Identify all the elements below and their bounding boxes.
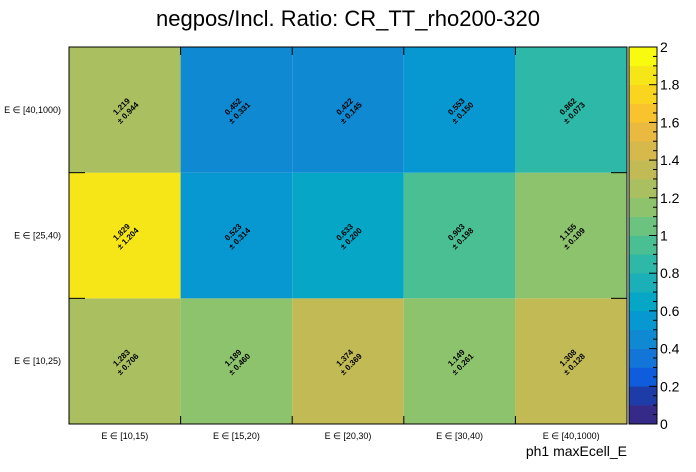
- heatmap-cell: [69, 47, 181, 173]
- heatmap-cell: [69, 172, 181, 299]
- color-scale-swatch: [629, 386, 657, 406]
- heatmap-cell: [403, 47, 516, 173]
- color-scale-tick-label: 2: [660, 39, 668, 55]
- heatmap-cell: [180, 298, 293, 424]
- color-scale-swatch: [629, 141, 657, 161]
- color-scale-tick-label: 0.8: [660, 265, 680, 281]
- color-scale-swatch: [629, 292, 657, 312]
- heatmap-cell: [292, 298, 404, 424]
- y-axis: E ∈ [10,25) E ∈ [25,40) E ∈ [40,1000): [4, 105, 627, 366]
- color-scale-swatch: [629, 348, 657, 368]
- color-scale-tick-label: 0.4: [660, 341, 680, 357]
- color-scale-tick-label: 0: [660, 416, 668, 432]
- color-scale-swatch: [629, 367, 657, 387]
- y-tick-label: E ∈ [10,25): [14, 356, 61, 366]
- color-scale-tick-label: 0.6: [660, 303, 680, 319]
- color-scale-tick-label: 1.4: [660, 152, 680, 168]
- color-scale-tick-label: 0.2: [660, 378, 680, 394]
- y-tick-label: E ∈ [40,1000): [4, 105, 61, 115]
- x-tick-label: E ∈ [10,15): [101, 431, 148, 441]
- heatmap-cell: [403, 298, 516, 424]
- color-scale-swatch: [629, 310, 657, 331]
- color-scale-swatch: [629, 160, 657, 180]
- heatmap-cell: [292, 172, 404, 299]
- x-tick-label: E ∈ [15,20): [213, 431, 260, 441]
- heatmap-cell: [180, 47, 293, 173]
- color-scale-tick-label: 1: [660, 228, 668, 244]
- color-scale-tick-label: 1.8: [660, 77, 680, 93]
- heatmap-cell: [69, 298, 181, 424]
- color-scale-swatch: [629, 47, 657, 67]
- heatmap-cell: [515, 172, 627, 299]
- color-scale-swatch: [629, 197, 657, 217]
- heatmap-cells: 1.283± 0.706 1.189± 0.460 1.374± 0.369 1.14…: [69, 47, 627, 424]
- color-scale-swatch: [629, 122, 657, 142]
- x-axis-label: ph1 maxEcell_E: [526, 443, 627, 459]
- color-scale-swatch: [629, 178, 657, 199]
- heatmap-cell: [515, 47, 627, 173]
- color-scale-tick-label: 1.6: [660, 114, 680, 130]
- color-scale-swatch: [629, 235, 657, 255]
- y-tick-label: E ∈ [25,40): [14, 231, 61, 241]
- x-axis: E ∈ [10,15) E ∈ [15,20) E ∈ [20,30) E ∈ [30…: [101, 47, 600, 441]
- color-scale-swatch: [629, 405, 657, 425]
- heatmap-cell: [403, 172, 516, 299]
- x-tick-label: E ∈ [20,30): [325, 431, 372, 441]
- heatmap-cell: [180, 172, 293, 299]
- color-scale-swatch: [629, 254, 657, 274]
- x-tick-label: E ∈ [30,40): [436, 431, 483, 441]
- heatmap-cell: [515, 298, 627, 424]
- x-tick-label: E ∈ [40,1000): [543, 431, 600, 441]
- plot-frame: [68, 46, 628, 425]
- color-scale-swatch: [629, 103, 657, 123]
- color-scale-swatch: [629, 329, 657, 349]
- chart-title: negpos/Incl. Ratio: CR_TT_rho200-320: [156, 6, 540, 31]
- color-scale-swatch: [629, 273, 657, 293]
- heatmap-cell: [292, 47, 404, 173]
- color-scale: 0 0.2 0.4 0.6 0.8 1 1.2 1.4 1.6 1.8 2: [628, 39, 680, 432]
- color-scale-swatch: [629, 84, 657, 104]
- color-scale-swatch: [629, 216, 657, 236]
- color-scale-swatch: [629, 65, 657, 85]
- color-scale-tick-label: 1.2: [660, 190, 680, 206]
